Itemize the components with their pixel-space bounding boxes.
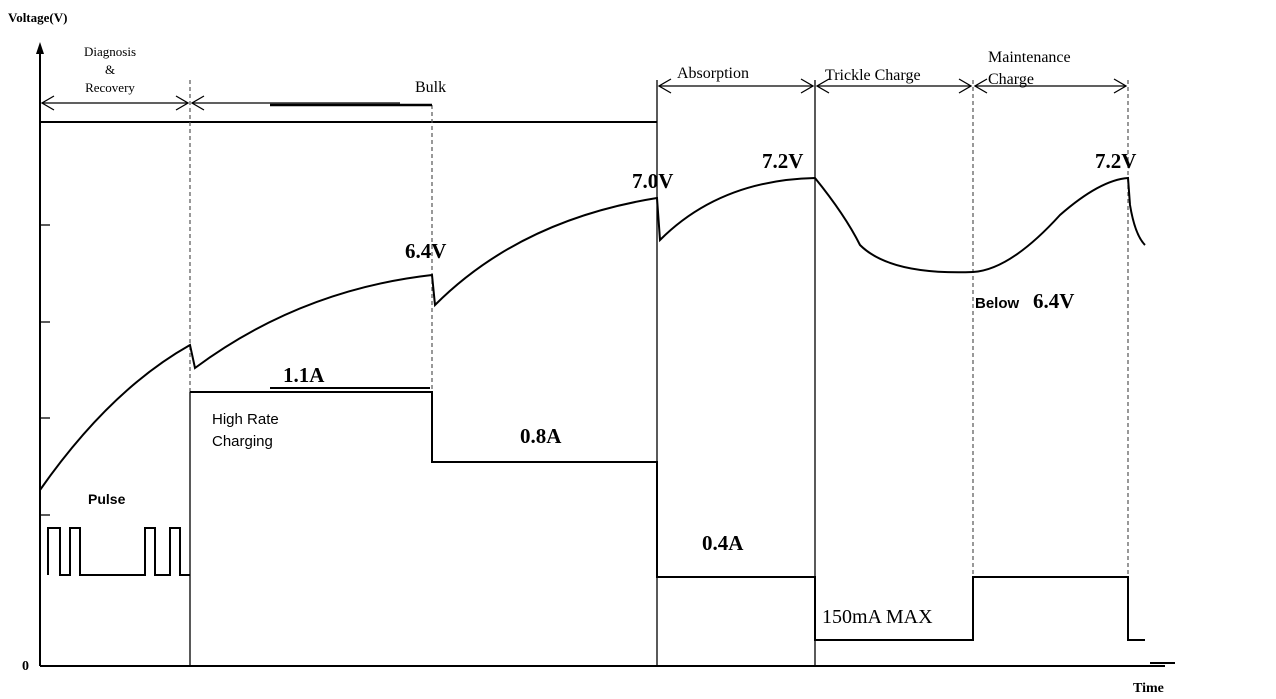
current-label: Pulse [88,491,126,507]
stage-label: Recovery [85,80,135,95]
voltage-label: 7.0V [632,169,673,193]
x-axis-label: Time [1133,681,1164,696]
below-label: Below [975,295,1020,312]
y-axis-label: Voltage(V) [8,10,67,25]
origin-label: 0 [22,659,29,674]
voltage-curve [39,176,1146,491]
current-label: 0.8A [520,424,562,448]
stage-label: & [105,62,115,77]
current-label: 1.1A [283,363,325,387]
voltage-label: 6.4V [405,239,446,263]
current-label: High Rate [212,411,279,428]
y-ticks [40,121,50,516]
current-waveform [47,391,1145,641]
stage-label: Trickle Charge [825,67,921,84]
stage-label: Charge [988,71,1034,88]
voltage-label: 7.2V [762,149,803,173]
current-label: Charging [212,433,273,450]
stage-label: Diagnosis [84,44,136,59]
stage-separators [189,80,1129,666]
below-value: 6.4V [1033,289,1074,313]
stage-arrows [40,78,1128,111]
voltage-label: 7.2V [1095,149,1136,173]
current-label: 150mA MAX [822,606,933,628]
y-axis-arrow [36,42,44,54]
stage-label: Absorption [677,65,749,82]
stage-label: Maintenance [988,49,1071,66]
current-label: 0.4A [702,531,744,555]
stage-label: Bulk [415,79,446,96]
